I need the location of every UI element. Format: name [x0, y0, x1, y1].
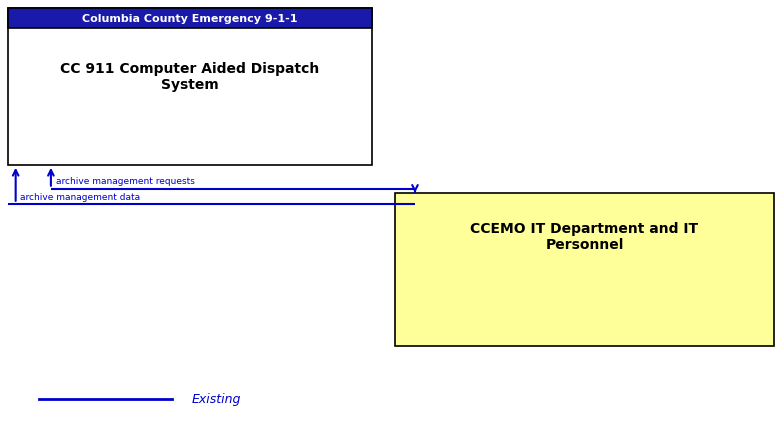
- Text: CCEMO IT Department and IT
Personnel: CCEMO IT Department and IT Personnel: [471, 221, 698, 251]
- Text: archive management requests: archive management requests: [56, 177, 195, 186]
- Bar: [8, 9, 372, 29]
- Text: Existing: Existing: [192, 393, 241, 405]
- Text: CC 911 Computer Aided Dispatch
System: CC 911 Computer Aided Dispatch System: [60, 62, 319, 92]
- Bar: [8, 9, 372, 166]
- Bar: [395, 194, 774, 346]
- Text: Columbia County Emergency 9-1-1: Columbia County Emergency 9-1-1: [82, 14, 298, 24]
- Text: archive management data: archive management data: [20, 193, 139, 202]
